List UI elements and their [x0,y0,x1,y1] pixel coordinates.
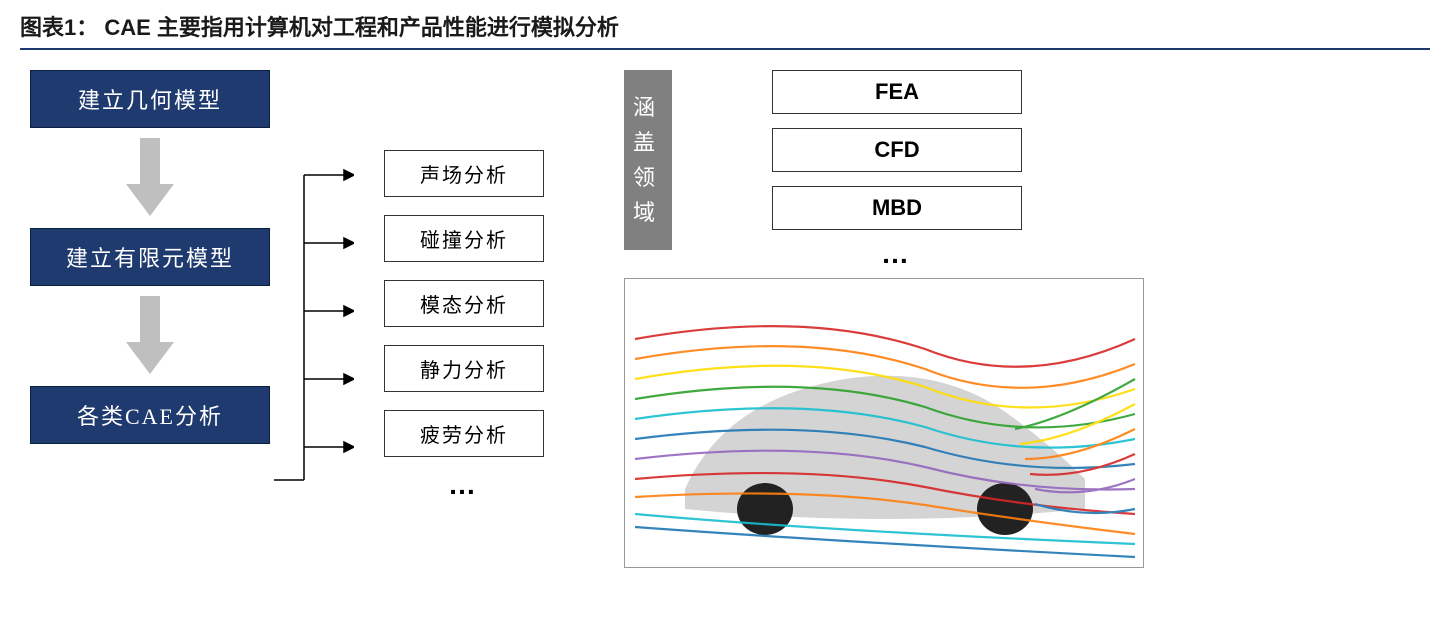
domain-ellipsis: … [772,238,1022,270]
domains-label-char: 域 [633,195,663,230]
domains-label-char: 盖 [633,125,663,160]
bracket-connector [274,130,354,550]
flow-step-2: 建立有限元模型 [30,228,270,286]
analysis-ellipsis: … [384,469,544,501]
analysis-box: 疲劳分析 [384,410,544,457]
analysis-box: 静力分析 [384,345,544,392]
analysis-item: 模态分析 [384,280,544,327]
figure-title-bar: 图表1： CAE 主要指用计算机对工程和产品性能进行模拟分析 [20,10,1430,50]
right-panel: 涵 盖 领 域 FEA CFD MBD … [624,70,1144,568]
domain-item: MBD [772,186,1022,230]
analysis-item: 疲劳分析 [384,410,544,457]
analysis-box: 声场分析 [384,150,544,197]
flow-column: 建立几何模型 建立有限元模型 各类CAE分析 [20,70,280,444]
diagram-content: 建立几何模型 建立有限元模型 各类CAE分析 [20,70,1430,568]
analysis-box: 模态分析 [384,280,544,327]
arrow-down-icon [120,138,180,218]
analysis-item: 静力分析 [384,345,544,392]
analysis-item: 声场分析 [384,150,544,197]
domain-list: FEA CFD MBD … [772,70,1022,270]
cfd-car-illustration [624,278,1144,568]
domains-label: 涵 盖 领 域 [624,70,672,250]
domain-item: CFD [772,128,1022,172]
figure-title: 图表1： CAE 主要指用计算机对工程和产品性能进行模拟分析 [20,15,619,40]
domains-label-char: 涵 [633,90,663,125]
flow-step-3: 各类CAE分析 [30,386,270,444]
domain-item: FEA [772,70,1022,114]
flow-step-1: 建立几何模型 [30,70,270,128]
analysis-box: 碰撞分析 [384,215,544,262]
analysis-item: 碰撞分析 [384,215,544,262]
analysis-column: 声场分析 碰撞分析 模态分析 静力分析 疲劳分析 … [384,150,544,501]
domains-row: 涵 盖 领 域 FEA CFD MBD … [624,70,1144,270]
left-panel: 建立几何模型 建立有限元模型 各类CAE分析 [20,70,544,568]
arrow-down-icon [120,296,180,376]
domains-label-char: 领 [633,160,663,195]
